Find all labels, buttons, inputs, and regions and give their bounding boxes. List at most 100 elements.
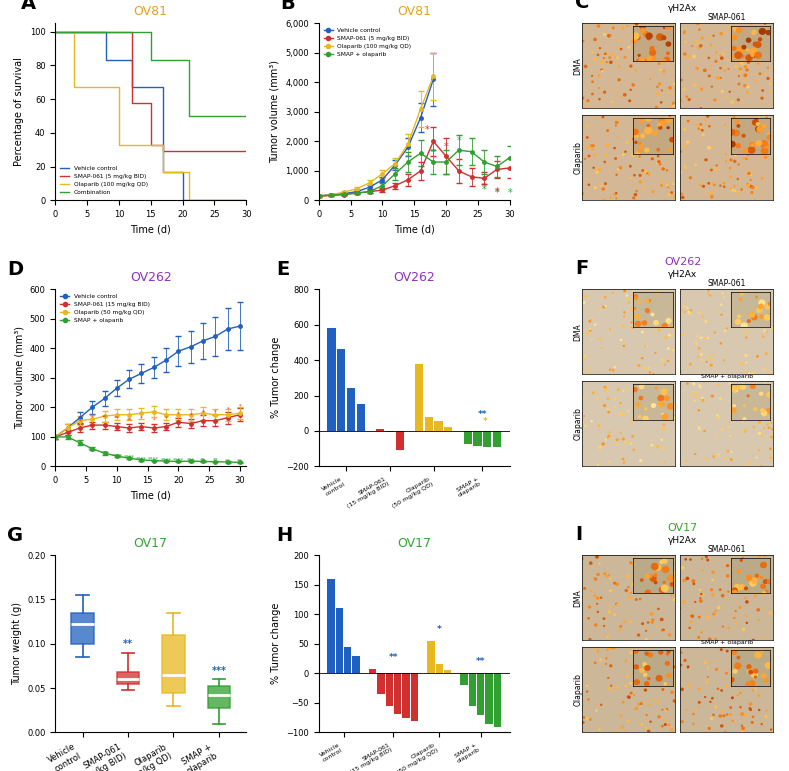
Circle shape xyxy=(747,53,750,55)
Circle shape xyxy=(625,151,626,152)
Circle shape xyxy=(745,313,746,315)
Bar xyxy=(357,403,365,431)
Circle shape xyxy=(660,134,663,136)
Circle shape xyxy=(604,154,606,156)
X-axis label: Time (d): Time (d) xyxy=(394,224,435,234)
Circle shape xyxy=(594,187,596,188)
Circle shape xyxy=(597,397,598,399)
Circle shape xyxy=(754,27,755,28)
Circle shape xyxy=(671,136,673,137)
Title: OV17: OV17 xyxy=(397,537,432,550)
Circle shape xyxy=(603,618,604,619)
Circle shape xyxy=(600,704,602,705)
Circle shape xyxy=(623,154,624,155)
Circle shape xyxy=(709,75,710,77)
Circle shape xyxy=(650,31,651,32)
Circle shape xyxy=(740,692,741,694)
Text: I: I xyxy=(575,525,582,544)
Text: ****: **** xyxy=(161,457,171,463)
SMAP-061 (5 mg/kg BID) xyxy=(146,98,155,107)
Circle shape xyxy=(727,591,729,592)
Circle shape xyxy=(623,325,624,327)
Circle shape xyxy=(651,621,653,623)
Circle shape xyxy=(588,618,589,619)
Circle shape xyxy=(630,89,631,90)
Text: **: ** xyxy=(126,417,132,423)
Circle shape xyxy=(764,330,765,332)
Olaparib (100 mg/kg QD) xyxy=(114,82,124,92)
Circle shape xyxy=(766,58,768,60)
Circle shape xyxy=(729,167,731,169)
Circle shape xyxy=(724,70,725,71)
Circle shape xyxy=(638,634,640,636)
Circle shape xyxy=(724,360,725,361)
Circle shape xyxy=(600,61,603,63)
Circle shape xyxy=(607,144,609,146)
Circle shape xyxy=(608,411,610,413)
Circle shape xyxy=(750,186,753,187)
Circle shape xyxy=(759,73,761,75)
Circle shape xyxy=(630,652,632,654)
Circle shape xyxy=(652,619,654,621)
Circle shape xyxy=(749,708,751,709)
Circle shape xyxy=(752,639,754,641)
Circle shape xyxy=(635,70,637,72)
Circle shape xyxy=(594,662,596,664)
Circle shape xyxy=(724,124,725,125)
Circle shape xyxy=(691,615,692,616)
Text: ****: **** xyxy=(124,455,135,460)
Circle shape xyxy=(742,732,743,733)
Circle shape xyxy=(625,590,627,591)
Y-axis label: Olaparib: Olaparib xyxy=(574,141,582,174)
Circle shape xyxy=(756,187,758,189)
Circle shape xyxy=(620,402,621,403)
Circle shape xyxy=(706,458,707,460)
Vehicle control xyxy=(178,167,187,177)
Circle shape xyxy=(656,701,658,702)
Olaparib (100 mg/kg QD) xyxy=(50,27,60,36)
Circle shape xyxy=(625,732,626,733)
Circle shape xyxy=(690,621,692,622)
Circle shape xyxy=(635,707,638,709)
Circle shape xyxy=(658,308,660,310)
Circle shape xyxy=(701,397,703,399)
Y-axis label: Olaparib: Olaparib xyxy=(574,407,582,440)
Circle shape xyxy=(694,84,696,86)
Circle shape xyxy=(617,389,619,390)
Y-axis label: % Tumor change: % Tumor change xyxy=(271,337,281,419)
Text: *: * xyxy=(238,403,241,408)
Circle shape xyxy=(708,37,709,39)
Circle shape xyxy=(715,638,716,640)
Circle shape xyxy=(654,318,656,319)
Circle shape xyxy=(737,178,739,180)
Circle shape xyxy=(701,130,703,131)
Circle shape xyxy=(585,425,586,426)
Circle shape xyxy=(598,425,600,426)
Olaparib (100 mg/kg QD) xyxy=(184,167,193,177)
Circle shape xyxy=(633,139,634,140)
Circle shape xyxy=(761,593,763,595)
Circle shape xyxy=(719,715,721,717)
Circle shape xyxy=(612,27,614,29)
Circle shape xyxy=(664,724,666,726)
Circle shape xyxy=(758,449,760,451)
Olaparib (100 mg/kg QD) xyxy=(114,140,124,150)
Circle shape xyxy=(606,391,608,392)
Circle shape xyxy=(653,139,654,140)
Circle shape xyxy=(721,304,722,305)
Text: *: * xyxy=(482,185,487,195)
Circle shape xyxy=(647,665,649,667)
Circle shape xyxy=(681,79,682,81)
Circle shape xyxy=(720,589,721,591)
Circle shape xyxy=(607,130,608,131)
Circle shape xyxy=(739,68,741,69)
Circle shape xyxy=(581,558,583,560)
Circle shape xyxy=(586,136,588,138)
Circle shape xyxy=(593,167,594,168)
Circle shape xyxy=(664,60,666,62)
Circle shape xyxy=(649,130,651,131)
Circle shape xyxy=(684,53,686,55)
Circle shape xyxy=(658,716,660,718)
Text: A: A xyxy=(21,0,36,13)
Olaparib (100 mg/kg QD) xyxy=(184,196,193,205)
